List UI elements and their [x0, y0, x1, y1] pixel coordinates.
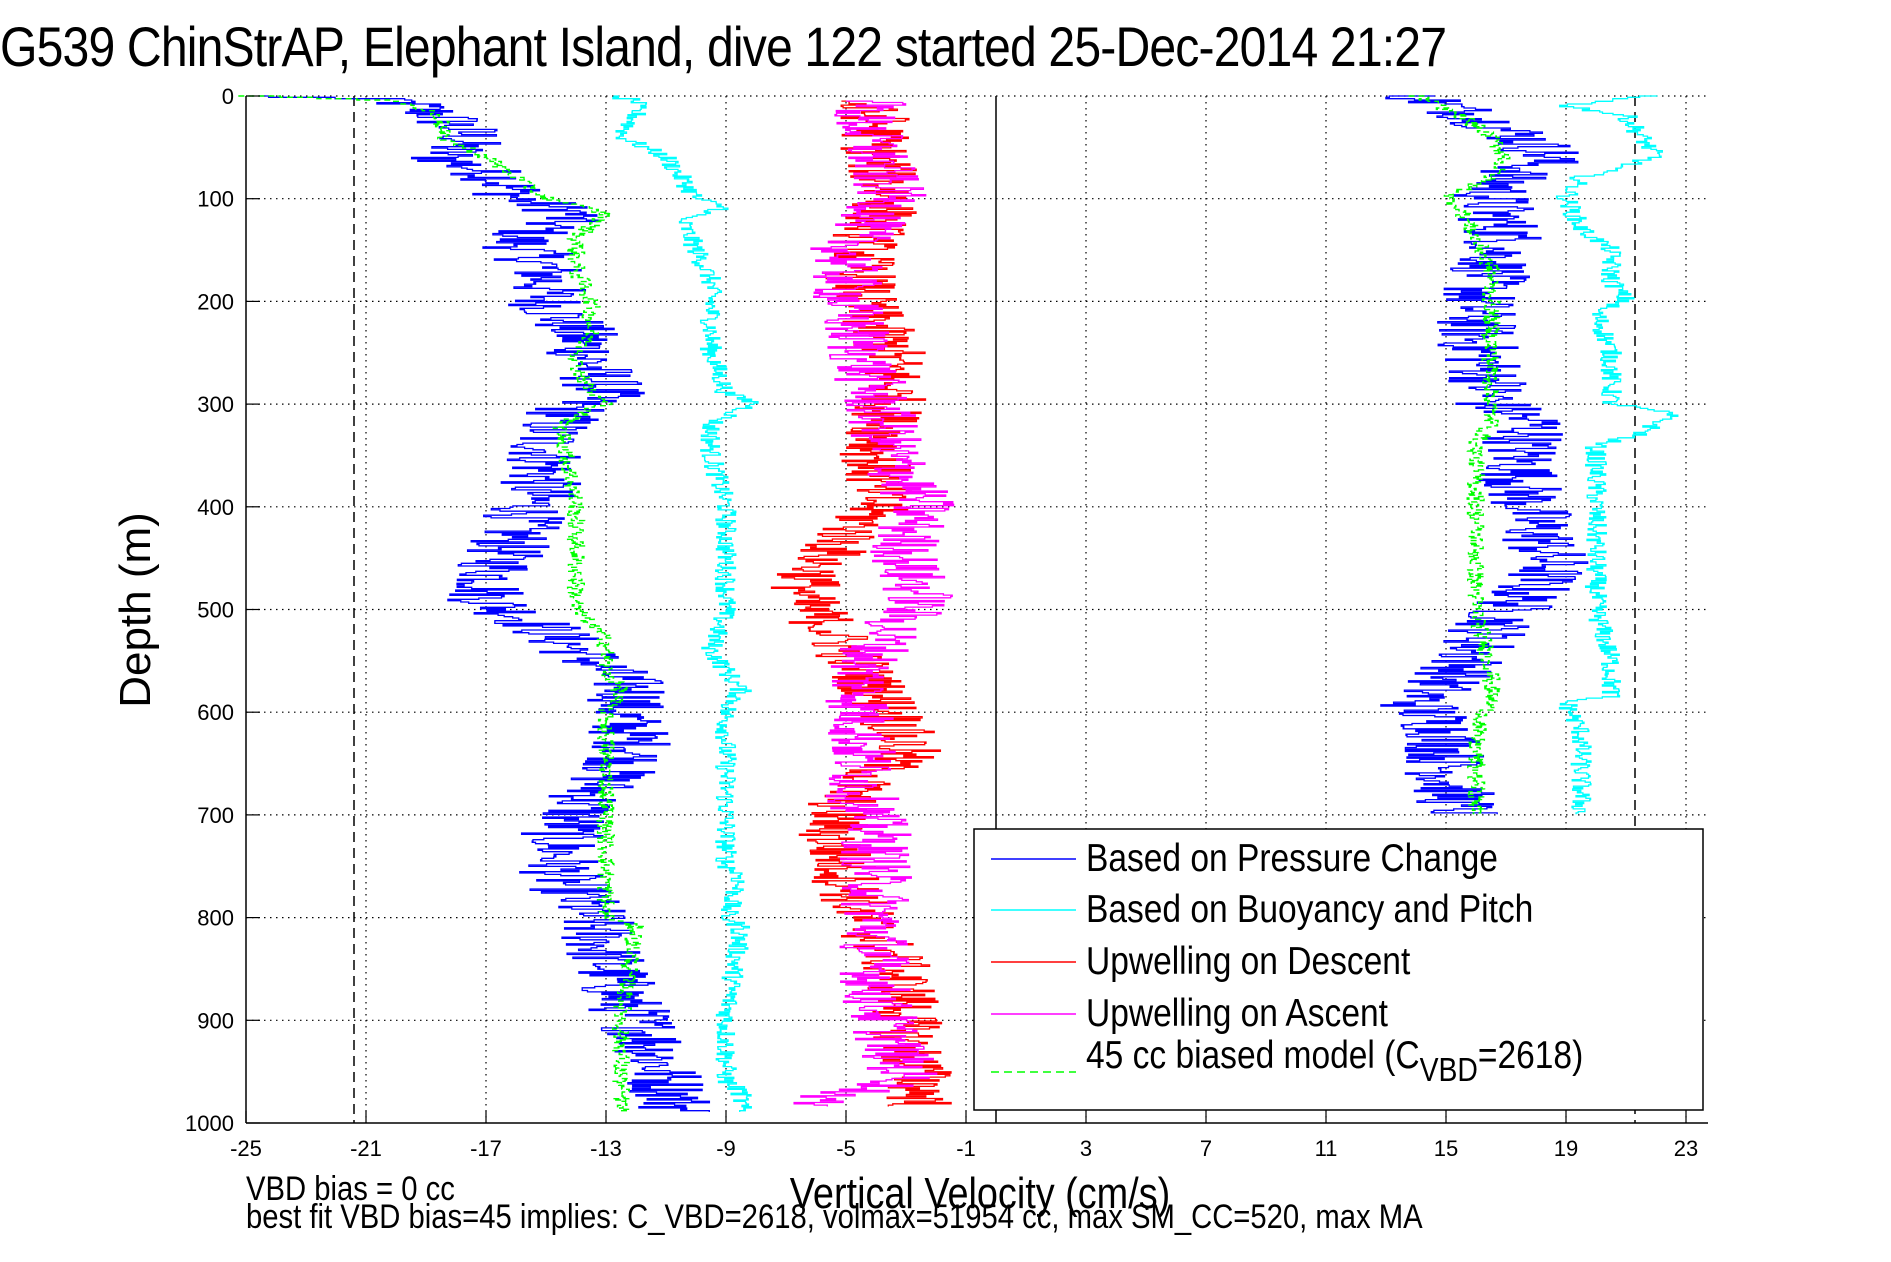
- y-tick-label: 100: [197, 187, 234, 212]
- series-group: [238, 95, 1679, 1112]
- x-tick-label: -13: [590, 1136, 622, 1161]
- x-tick-label: -5: [836, 1136, 856, 1161]
- x-tick-label: 7: [1200, 1136, 1212, 1161]
- y-tick-label: 300: [197, 392, 234, 417]
- x-axis-label: Vertical Velocity (cm/s): [790, 1168, 1170, 1217]
- series-based-on-pressure-change-ascent: [1380, 95, 1589, 815]
- y-tick-label: 0: [222, 84, 234, 109]
- y-axis-label: Depth (m): [111, 512, 160, 708]
- legend-label-main: 45 cc biased model (C: [1086, 1033, 1420, 1077]
- legend-label: Based on Buoyancy and Pitch: [1086, 887, 1533, 931]
- legend-label: 45 cc biased model (CVBD=2618): [1086, 1033, 1583, 1089]
- x-tick-label: -17: [470, 1136, 502, 1161]
- legend-box: [973, 828, 1704, 1111]
- x-tick-label: 11: [1315, 1136, 1338, 1161]
- legend-label-tail: =2618): [1478, 1033, 1583, 1077]
- x-tick-label: 19: [1554, 1136, 1578, 1161]
- y-tick-label: 1000: [185, 1111, 234, 1136]
- y-tick-label: 400: [197, 495, 234, 520]
- series-upwelling-on-ascent-descent: [793, 100, 955, 1107]
- y-tick-label: 600: [197, 700, 234, 725]
- series-based-on-buoyancy-and-pitch-descent: [612, 95, 759, 1112]
- legend-label-subscript: VBD: [1420, 1051, 1478, 1089]
- best-fit-note: best fit VBD bias=45 implies: C_VBD=2618…: [246, 1198, 1423, 1236]
- legend: Based on Pressure Change Based on Buoyanc…: [973, 828, 1704, 1111]
- x-tick-label: 15: [1434, 1136, 1458, 1161]
- legend-label: Upwelling on Ascent: [1086, 991, 1388, 1035]
- x-tick-label: -25: [230, 1136, 262, 1161]
- legend-label: Based on Pressure Change: [1086, 836, 1498, 880]
- series-45-cc-biased-model-c-vbd-2618-descent: [238, 95, 646, 1112]
- chart-title: G539 ChinStrAP, Elephant Island, dive 12…: [0, 15, 1447, 78]
- vbd-bias-note: VBD bias = 0 cc: [246, 1170, 455, 1208]
- x-tick-label: 3: [1080, 1136, 1092, 1161]
- y-tick-label: 200: [197, 289, 234, 314]
- axes: [245, 95, 1708, 1124]
- x-tick-label: -21: [350, 1136, 382, 1161]
- series-based-on-buoyancy-and-pitch-ascent: [1555, 95, 1679, 815]
- y-tick-label: 900: [197, 1008, 234, 1033]
- x-tick-label: 23: [1674, 1136, 1698, 1161]
- y-tick-label: 800: [197, 906, 234, 931]
- tick-labels: -25 -21 -17 -13 -9 -5 -1 3 7 11 15 19 23010020030040…: [185, 84, 1698, 1161]
- x-tick-label: -1: [956, 1136, 976, 1161]
- x-tick-label: -9: [716, 1136, 736, 1161]
- series-upwelling-on-descent-descent: [770, 100, 952, 1107]
- legend-label: Upwelling on Descent: [1086, 939, 1410, 983]
- series-based-on-pressure-change-descent: [259, 95, 711, 1112]
- y-tick-label: 500: [197, 598, 234, 623]
- series-45-cc-biased-model-c-vbd-2618-ascent: [1408, 95, 1511, 815]
- y-tick-label: 700: [197, 803, 234, 828]
